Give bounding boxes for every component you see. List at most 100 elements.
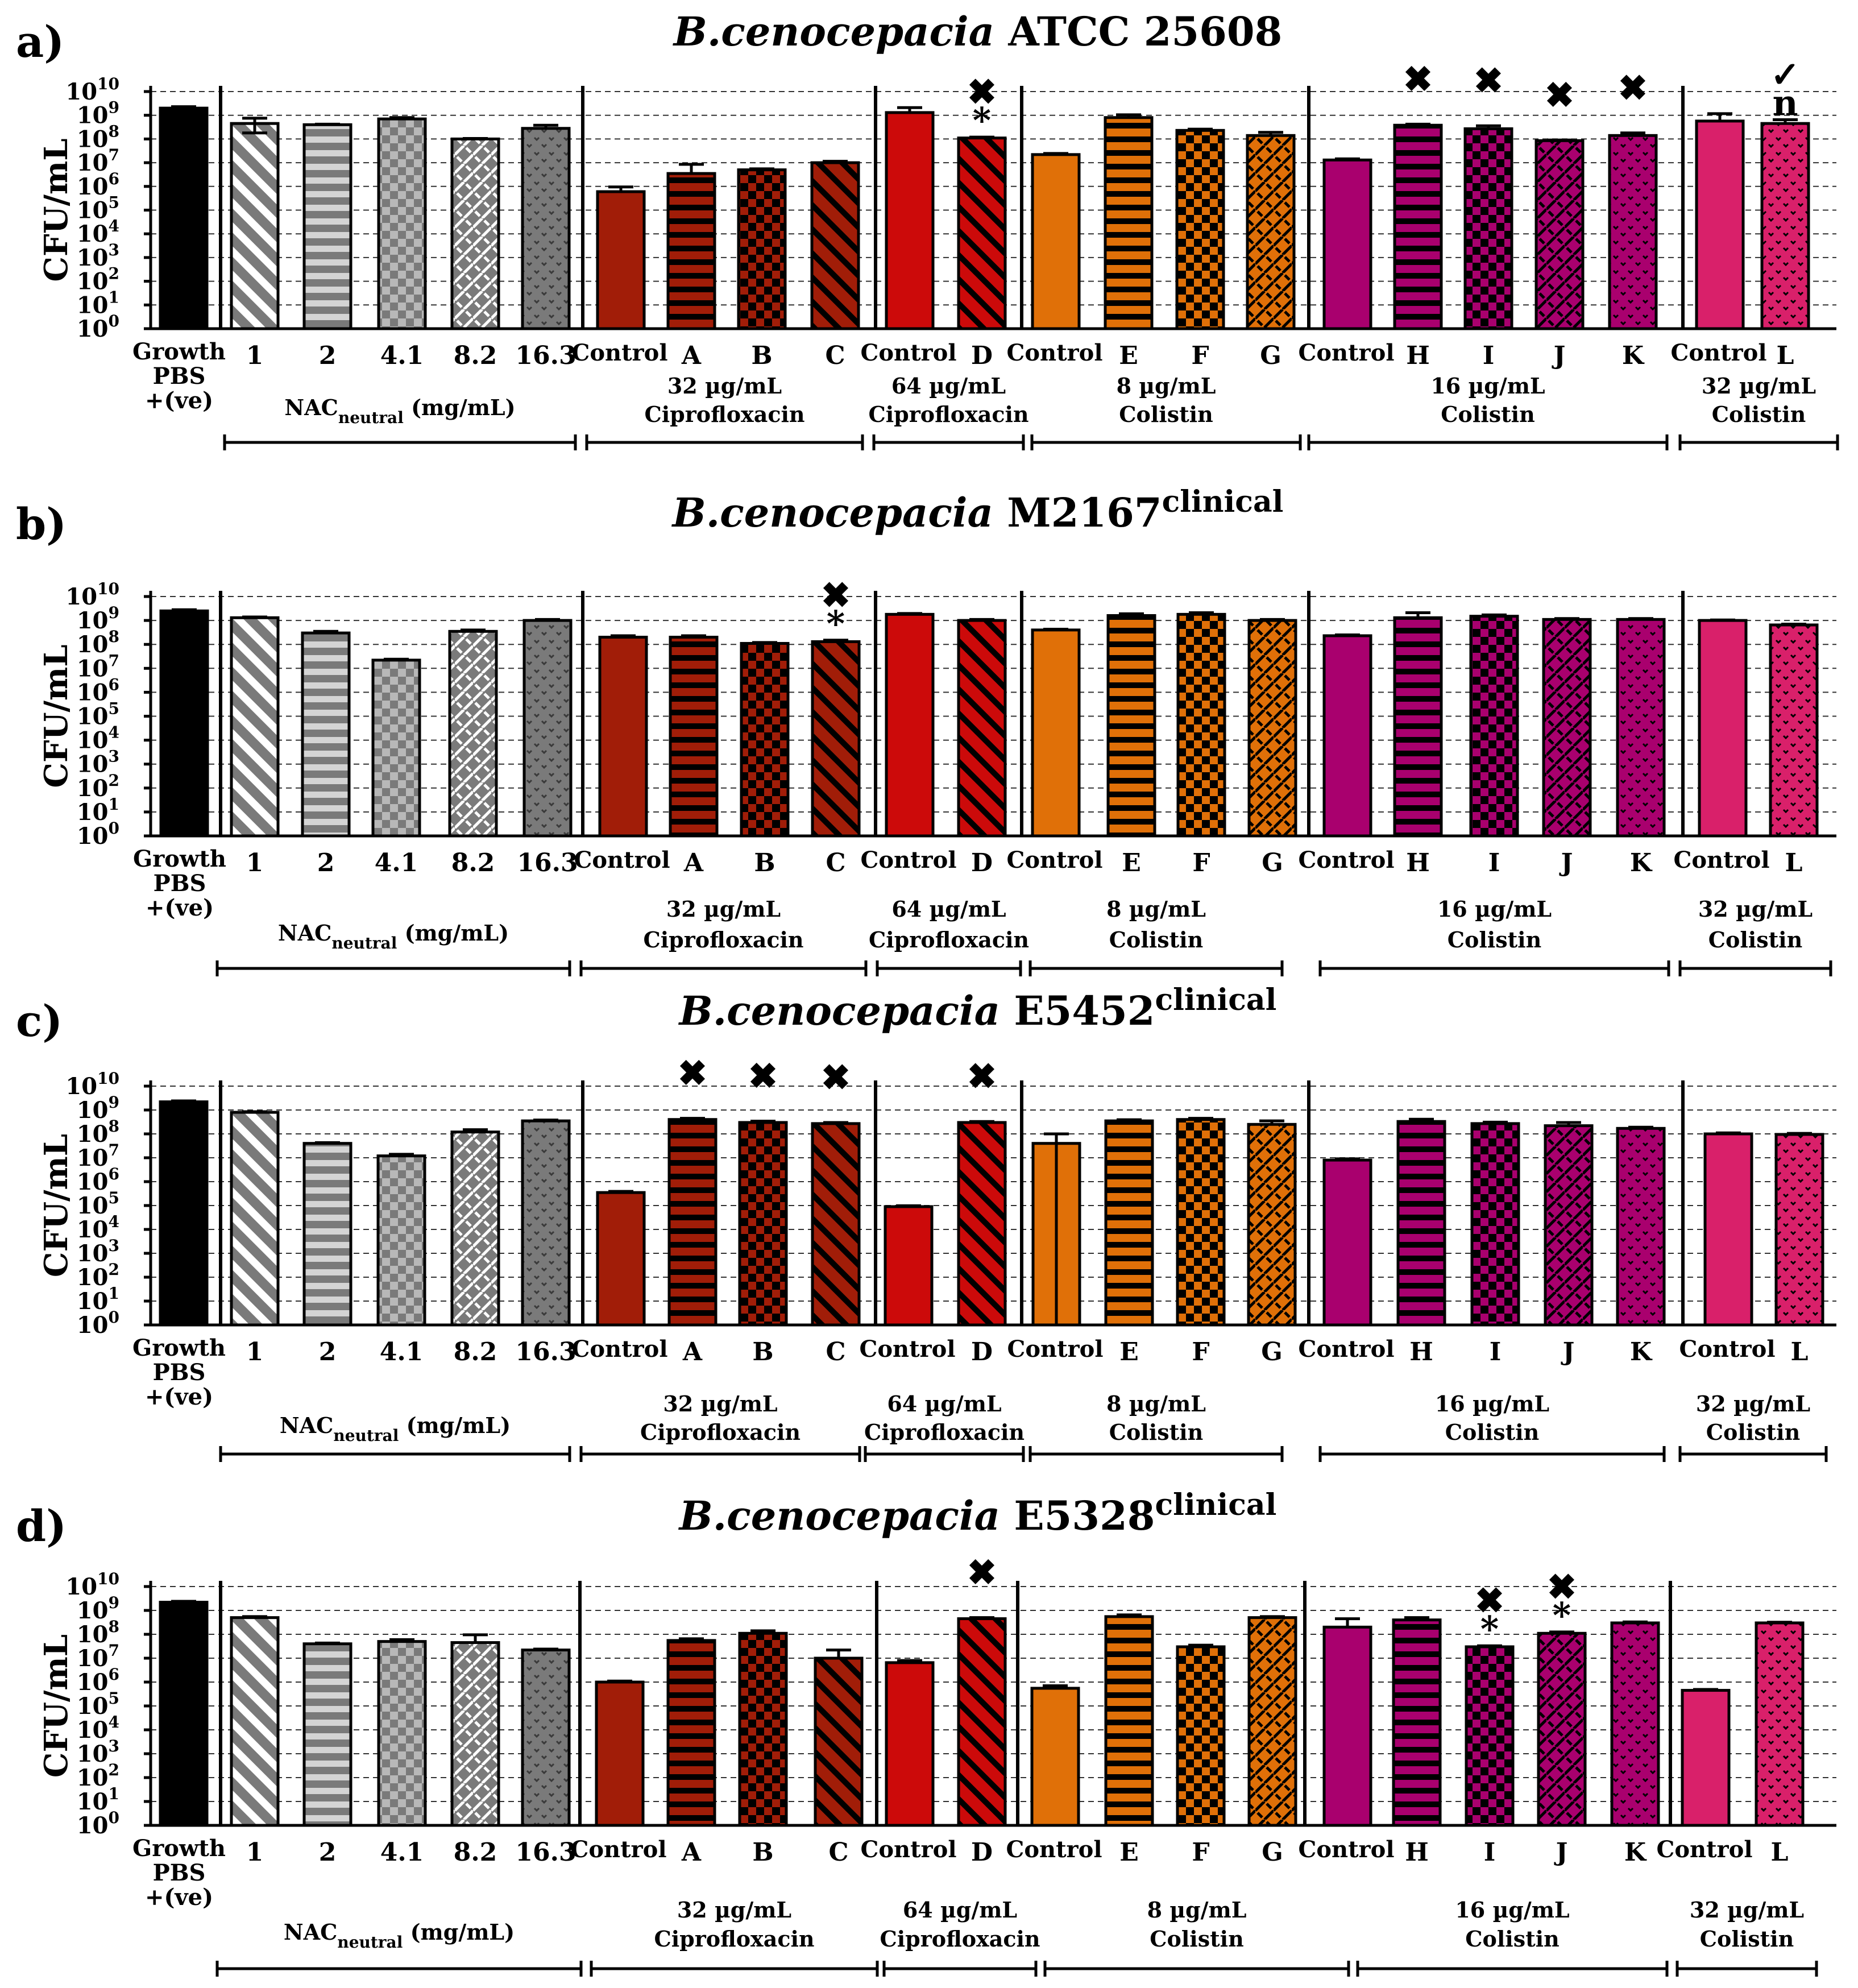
x-tick-label: 2 <box>319 341 337 370</box>
bar-8-2-4 <box>450 137 500 330</box>
x-tick-label: 4.1 <box>380 341 424 370</box>
x-tick-label: E <box>1119 1337 1139 1366</box>
bar-f-14 <box>1176 612 1226 838</box>
bar-4-1-3 <box>377 117 427 330</box>
bar-a-7 <box>666 172 716 330</box>
y-axis-label: CFU/mL <box>38 1634 75 1778</box>
group-label-dose: 64 µg/mL <box>891 373 1006 399</box>
error-bar <box>1117 1613 1142 1617</box>
bar-control-16 <box>1322 634 1372 838</box>
error-bar <box>315 1141 340 1144</box>
growth-label-line: +(ve) <box>146 894 214 921</box>
cross-marker: ✖ <box>967 1552 997 1593</box>
error-bar <box>969 1120 994 1123</box>
group-label-dose: 32 µg/mL <box>1698 896 1813 922</box>
error-bar <box>1628 1125 1653 1129</box>
bar-1-1 <box>230 616 280 838</box>
error-bar <box>823 160 848 163</box>
error-bar <box>1405 122 1430 126</box>
group-label-dose: 32 µg/mL <box>1690 1897 1804 1923</box>
x-tick-label: D <box>971 848 993 877</box>
x-tick-label: J <box>1561 1337 1575 1366</box>
bar-1-1 <box>230 1616 280 1827</box>
error-bar <box>171 105 196 109</box>
bar-1-1 <box>230 122 280 330</box>
y-tick-label: 104 <box>77 217 119 247</box>
bar-i-18 <box>1465 1645 1515 1827</box>
x-tick-label: Control <box>570 1836 666 1863</box>
group-bracket <box>1028 960 1284 976</box>
bar-control-21 <box>1703 1132 1753 1327</box>
group-bracket <box>1678 1446 1828 1462</box>
x-tick-label: L <box>1771 1838 1789 1867</box>
error-bar <box>611 634 636 637</box>
panel-d: d) B.cenocepacia E5328clinical10010110210… <box>16 1488 1836 1977</box>
y-tick-label: 1010 <box>65 1569 119 1600</box>
group-bracket <box>1307 434 1669 450</box>
group-bracket <box>1678 960 1832 976</box>
x-tick-label: Control <box>1007 1336 1103 1362</box>
y-tick-label: 1010 <box>65 1069 119 1100</box>
error-bar <box>533 1119 558 1122</box>
bar-growth-0 <box>159 1100 209 1327</box>
bar-d-11 <box>957 1617 1007 1827</box>
group-label-nac: NACneutral (mg/mL) <box>280 1413 511 1445</box>
error-bar <box>1043 152 1068 155</box>
x-tick-label: 1 <box>246 848 264 877</box>
y-tick-label: 103 <box>77 747 119 778</box>
x-tick-label: A <box>681 1838 702 1867</box>
y-tick-label: 106 <box>77 1165 119 1195</box>
group-label-dose: 64 µg/mL <box>903 1897 1017 1923</box>
error-bar <box>826 1649 851 1658</box>
error-bar <box>607 1679 632 1683</box>
growth-label-line: PBS <box>153 1359 206 1386</box>
x-tick-label: G <box>1262 1838 1283 1867</box>
group-label-dose: 32 µg/mL <box>666 896 781 922</box>
bar-h-17 <box>1392 1618 1442 1827</box>
group-label-nac: NACneutral (mg/mL) <box>284 1919 515 1952</box>
y-tick-label: 102 <box>77 264 119 295</box>
x-tick-label: A <box>682 1337 703 1366</box>
error-bar <box>1620 131 1645 136</box>
group-bracket <box>585 434 864 450</box>
significance-asterisk: * <box>973 100 991 141</box>
n-marker: n <box>1772 82 1798 124</box>
bar-control-16 <box>1322 1625 1372 1827</box>
error-bar <box>1556 1121 1581 1126</box>
error-bar <box>1189 611 1214 615</box>
growth-label-line: Growth <box>132 338 226 365</box>
title-strain: M2167 <box>993 489 1162 536</box>
group-label-drug: Ciprofloxacin <box>868 401 1028 427</box>
group-bracket <box>864 1446 1025 1462</box>
group-bracket <box>1318 1446 1666 1462</box>
group-label-drug: Ciprofloxacin <box>654 1926 814 1952</box>
x-tick-label: Control <box>571 1336 667 1362</box>
error-bar <box>681 634 706 637</box>
group-label-dose: 8 µg/mL <box>1147 1897 1247 1923</box>
bar-e-13 <box>1104 1615 1154 1827</box>
y-tick-label: 105 <box>77 193 119 224</box>
error-bar <box>1482 613 1507 616</box>
error-bar <box>533 123 558 129</box>
y-tick-label: 103 <box>77 241 119 271</box>
x-tick-label: I <box>1490 1337 1502 1366</box>
bar-e-13 <box>1106 614 1156 838</box>
error-bar <box>679 1637 704 1641</box>
cross-marker: ✖ <box>967 1055 997 1097</box>
cross-marker: ✖ <box>1618 67 1648 109</box>
y-tick-label: 105 <box>77 1689 119 1720</box>
bar-control-16 <box>1322 158 1372 330</box>
bar-control-21 <box>1695 119 1745 330</box>
error-bar <box>389 116 414 119</box>
x-tick-label: D <box>971 341 993 370</box>
error-bar <box>535 618 560 621</box>
x-tick-label: G <box>1260 341 1281 370</box>
y-tick-label: 101 <box>77 795 119 826</box>
x-tick-label: Control <box>1006 339 1102 366</box>
group-bracket <box>215 1961 583 1977</box>
x-tick-label: Control <box>1673 847 1769 873</box>
title-species: B.cenocepacia <box>678 987 1000 1034</box>
error-bar <box>1716 1131 1741 1134</box>
bar-g-15 <box>1247 619 1297 838</box>
error-bar <box>1117 1118 1142 1121</box>
